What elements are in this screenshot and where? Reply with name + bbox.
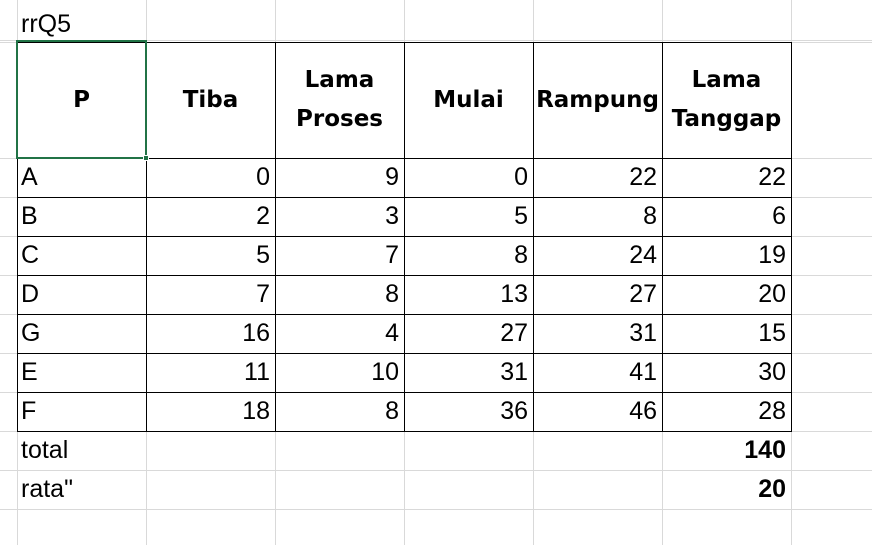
value-cell[interactable]: 10 bbox=[371, 358, 399, 386]
row-label-cell[interactable]: E bbox=[21, 358, 38, 386]
value-cell[interactable]: 8 bbox=[385, 397, 399, 425]
value-cell[interactable]: 36 bbox=[500, 397, 528, 425]
row-label-cell[interactable]: F bbox=[21, 397, 37, 425]
value-cell[interactable]: 13 bbox=[500, 280, 528, 308]
summary-label-cell[interactable]: total bbox=[21, 436, 69, 464]
value-cell[interactable]: 30 bbox=[758, 358, 786, 386]
value-cell[interactable]: 7 bbox=[385, 241, 399, 269]
value-cell[interactable]: 8 bbox=[514, 241, 528, 269]
value-cell[interactable]: 28 bbox=[758, 397, 786, 425]
row-label-cell[interactable]: A bbox=[21, 163, 38, 191]
value-cell[interactable]: 27 bbox=[500, 319, 528, 347]
value-cell[interactable]: 31 bbox=[629, 319, 657, 347]
header-cell[interactable]: Mulai bbox=[433, 86, 504, 113]
value-cell[interactable]: 0 bbox=[256, 163, 270, 191]
row-label-cell[interactable]: C bbox=[21, 241, 40, 269]
value-cell[interactable]: 16 bbox=[242, 319, 270, 347]
value-cell[interactable]: 8 bbox=[385, 280, 399, 308]
value-cell[interactable]: 18 bbox=[242, 397, 270, 425]
header-cell[interactable]: P bbox=[73, 86, 90, 113]
header-cell[interactable]: Lama Proses bbox=[296, 67, 383, 132]
title-cell[interactable]: rrQ5 bbox=[21, 9, 71, 38]
value-cell[interactable]: 22 bbox=[758, 163, 786, 191]
value-cell[interactable]: 46 bbox=[629, 397, 657, 425]
row-label-cell[interactable]: B bbox=[21, 202, 38, 230]
header-cell[interactable]: Lama Tanggap bbox=[671, 67, 782, 132]
header-cell[interactable]: Rampung bbox=[536, 86, 659, 113]
summary-label-cell[interactable]: rata" bbox=[21, 475, 73, 503]
value-cell[interactable]: 31 bbox=[500, 358, 528, 386]
value-cell[interactable]: 3 bbox=[385, 202, 399, 230]
value-cell[interactable]: 27 bbox=[629, 280, 657, 308]
header-cell[interactable]: Tiba bbox=[182, 86, 239, 113]
value-cell[interactable]: 19 bbox=[758, 241, 786, 269]
row-label-cell[interactable]: G bbox=[21, 319, 41, 347]
value-cell[interactable]: 5 bbox=[256, 241, 270, 269]
value-cell[interactable]: 0 bbox=[514, 163, 528, 191]
fill-handle[interactable] bbox=[143, 155, 149, 161]
summary-value-cell[interactable]: 140 bbox=[744, 436, 786, 464]
value-cell[interactable]: 11 bbox=[244, 358, 270, 386]
value-cell[interactable]: 6 bbox=[772, 202, 786, 230]
value-cell[interactable]: 41 bbox=[629, 358, 657, 386]
value-cell[interactable]: 7 bbox=[256, 280, 270, 308]
value-cell[interactable]: 22 bbox=[629, 163, 657, 191]
value-cell[interactable]: 4 bbox=[385, 319, 399, 347]
value-cell[interactable]: 8 bbox=[643, 202, 657, 230]
value-cell[interactable]: 24 bbox=[629, 241, 657, 269]
value-cell[interactable]: 9 bbox=[385, 163, 399, 191]
value-cell[interactable]: 20 bbox=[758, 280, 786, 308]
value-cell[interactable]: 15 bbox=[758, 319, 786, 347]
value-cell[interactable]: 2 bbox=[256, 202, 270, 230]
value-cell[interactable]: 5 bbox=[514, 202, 528, 230]
summary-value-cell[interactable]: 20 bbox=[758, 475, 786, 503]
row-label-cell[interactable]: D bbox=[21, 280, 40, 308]
